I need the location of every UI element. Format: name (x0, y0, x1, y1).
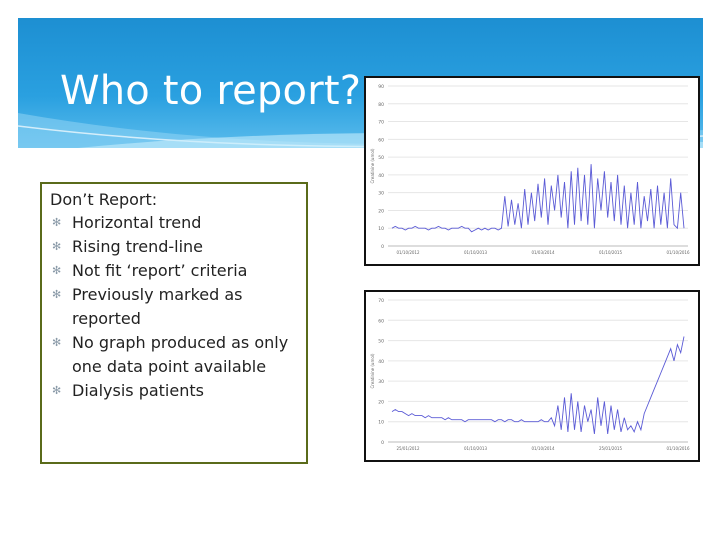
box-title: Don’t Report: (50, 190, 158, 209)
bullet-text: Not fit ‘report’ criteria (72, 261, 248, 280)
creatinine-chart-1: 0 10 20 30 40 50 60 70 80 90 Creatinine (umol) 01/1… (364, 76, 700, 266)
creatinine-chart-2: 0 10 20 30 40 50 60 70 Creatinine (umol) 25/01/20… (364, 290, 700, 462)
y-tick-label: 20 (378, 399, 384, 405)
y-tick-label: 0 (381, 244, 384, 250)
asterisk-bullet-icon: ✻ (52, 216, 62, 229)
x-tick-label: 01/10/2013 (464, 446, 488, 451)
y-tick-label: 0 (381, 440, 384, 446)
x-tick-label: 01/10/2015 (599, 250, 623, 255)
y-tick-label: 70 (378, 120, 384, 126)
y-tick-label: 10 (378, 420, 384, 426)
chart-2-svg: 0 10 20 30 40 50 60 70 Creatinine (umol) 25/01/20… (370, 298, 690, 451)
bullet-text: Dialysis patients (72, 381, 204, 400)
bullet-item: ✻ Horizontal trend (50, 211, 298, 235)
x-tick-label: 01/03/2014 (531, 250, 555, 255)
x-tick-label: 01/10/2016 (666, 250, 690, 255)
bullet-item: ✻ Not fit ‘report’ criteria (50, 259, 298, 283)
y-tick-label: 20 (378, 208, 384, 214)
y-axis-label: Creatinine (umol) (370, 353, 375, 388)
asterisk-bullet-icon: ✻ (52, 336, 62, 349)
asterisk-bullet-icon: ✻ (52, 288, 62, 301)
y-tick-label: 60 (378, 318, 384, 324)
bullet-list: ✻ Horizontal trend ✻ Rising trend-line ✻ No… (50, 211, 298, 403)
x-tick-label: 25/01/2012 (396, 446, 420, 451)
x-tick-label: 01/10/2016 (666, 446, 690, 451)
series-line (391, 336, 685, 434)
y-tick-label: 30 (378, 191, 384, 197)
y-tick-label: 40 (378, 359, 384, 365)
y-tick-label: 40 (378, 173, 384, 179)
chart-1-svg: 0 10 20 30 40 50 60 70 80 90 Creatinine (umol) 01/1… (370, 84, 690, 255)
x-tick-label: 01/10/2014 (531, 446, 555, 451)
asterisk-bullet-icon: ✻ (52, 264, 62, 277)
asterisk-bullet-icon: ✻ (52, 240, 62, 253)
dont-report-box: Don’t Report: ✻ Horizontal trend ✻ Rising … (40, 182, 308, 464)
y-tick-label: 50 (378, 339, 384, 345)
x-tick-label: 01/10/2013 (464, 250, 488, 255)
bullet-text: Horizontal trend (72, 213, 202, 232)
y-tick-label: 80 (378, 102, 384, 108)
bullet-item: ✻ No graph produced as only one data poin… (50, 331, 298, 379)
slide-title: Who to report? (60, 68, 362, 114)
bullet-text: No graph produced as only one data point… (72, 333, 289, 376)
y-tick-label: 10 (378, 226, 384, 232)
y-tick-label: 90 (378, 84, 384, 90)
series-line (391, 164, 685, 233)
bullet-item: ✻ Rising trend-line (50, 235, 298, 259)
y-tick-label: 70 (378, 298, 384, 304)
x-tick-label: 25/01/2015 (599, 446, 623, 451)
y-tick-label: 60 (378, 137, 384, 143)
bullet-item: ✻ Previously marked as reported (50, 283, 298, 331)
y-axis-label: Creatinine (umol) (370, 148, 375, 183)
y-tick-label: 50 (378, 155, 384, 161)
bullet-text: Previously marked as reported (72, 285, 243, 328)
bullet-item: ✻ Dialysis patients (50, 379, 298, 403)
asterisk-bullet-icon: ✻ (52, 384, 62, 397)
x-tick-label: 01/10/2012 (396, 250, 420, 255)
bullet-text: Rising trend-line (72, 237, 204, 256)
y-tick-label: 30 (378, 379, 384, 385)
